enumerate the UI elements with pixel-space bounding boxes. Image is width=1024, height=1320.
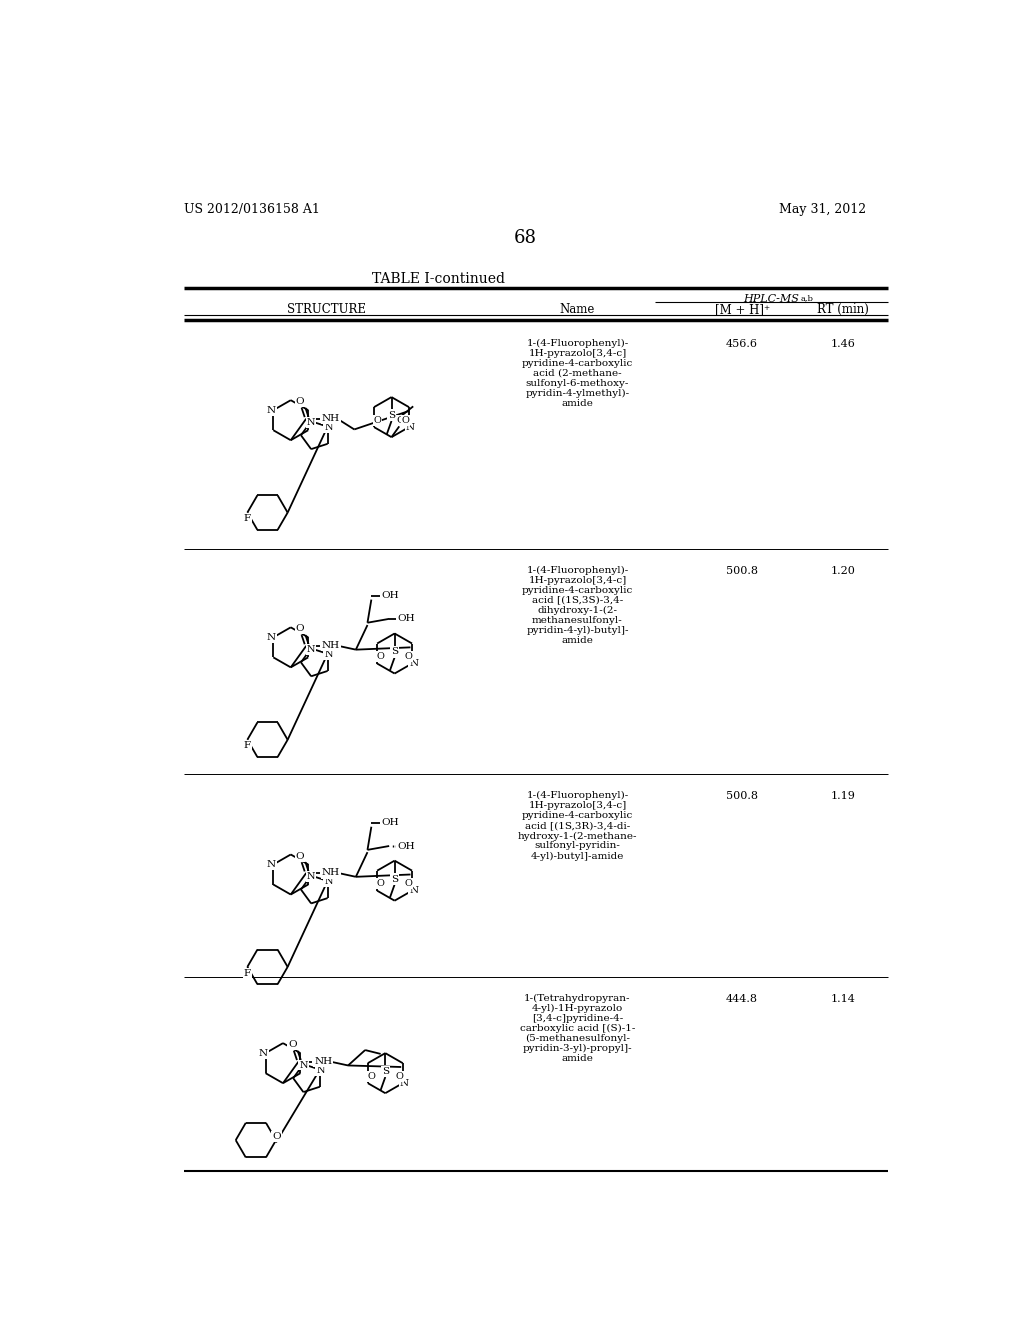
Text: OH: OH — [397, 614, 415, 623]
Text: 4-yl)-butyl]-amide: 4-yl)-butyl]-amide — [530, 851, 625, 861]
Text: Name: Name — [560, 304, 595, 317]
Text: sulfonyl-pyridin-: sulfonyl-pyridin- — [535, 841, 621, 850]
Text: pyridin-4-ylmethyl)-: pyridin-4-ylmethyl)- — [525, 388, 630, 397]
Text: sulfonyl-6-methoxy-: sulfonyl-6-methoxy- — [525, 379, 629, 388]
Text: OH: OH — [381, 591, 398, 601]
Text: N: N — [307, 417, 315, 426]
Text: RT (min): RT (min) — [817, 304, 869, 317]
Text: F: F — [244, 515, 251, 523]
Text: [M + H]⁺: [M + H]⁺ — [715, 304, 770, 317]
Text: carboxylic acid [(S)-1-: carboxylic acid [(S)-1- — [520, 1024, 635, 1034]
Text: S: S — [382, 1067, 389, 1076]
Text: O: O — [396, 416, 406, 425]
Text: N: N — [325, 422, 333, 432]
Text: N: N — [406, 422, 415, 432]
Text: N: N — [409, 659, 418, 668]
Text: N: N — [325, 878, 333, 886]
Text: OH: OH — [397, 842, 415, 850]
Text: TABLE I-continued: TABLE I-continued — [372, 272, 505, 286]
Text: [3,4-c]pyridine-4-: [3,4-c]pyridine-4- — [531, 1014, 624, 1023]
Text: acid [(1S,3R)-3,4-di-: acid [(1S,3R)-3,4-di- — [525, 821, 630, 830]
Text: hydroxy-1-(2-methane-: hydroxy-1-(2-methane- — [518, 832, 637, 841]
Text: O: O — [404, 879, 413, 888]
Text: pyridin-4-yl)-butyl]-: pyridin-4-yl)-butyl]- — [526, 626, 629, 635]
Text: F: F — [244, 969, 251, 978]
Text: US 2012/0136158 A1: US 2012/0136158 A1 — [183, 203, 319, 216]
Text: NH: NH — [322, 642, 340, 651]
Text: 1H-pyrazolo[3,4-c]: 1H-pyrazolo[3,4-c] — [528, 801, 627, 810]
Text: N: N — [299, 1060, 307, 1069]
Text: O: O — [368, 1072, 375, 1081]
Text: a,b: a,b — [801, 294, 814, 302]
Text: pyridine-4-carboxylic: pyridine-4-carboxylic — [522, 359, 633, 367]
Text: S: S — [388, 411, 395, 420]
Text: 1-(4-Fluorophenyl)-: 1-(4-Fluorophenyl)- — [526, 566, 629, 574]
Text: F: F — [244, 742, 251, 750]
Text: 68: 68 — [513, 230, 537, 247]
Text: 1H-pyrazolo[3,4-c]: 1H-pyrazolo[3,4-c] — [528, 576, 627, 585]
Text: HPLC-MS: HPLC-MS — [743, 294, 799, 304]
Text: (5-methanesulfonyl-: (5-methanesulfonyl- — [525, 1034, 630, 1043]
Text: N: N — [307, 644, 315, 653]
Text: acid (2-methane-: acid (2-methane- — [534, 368, 622, 378]
Text: amide: amide — [561, 636, 594, 644]
Text: amide: amide — [561, 399, 594, 408]
Text: NH: NH — [314, 1057, 333, 1067]
Text: N: N — [307, 873, 315, 880]
Text: N: N — [399, 1078, 409, 1088]
Text: 1-(4-Fluorophenyl)-: 1-(4-Fluorophenyl)- — [526, 792, 629, 800]
Text: O: O — [288, 1040, 297, 1049]
Text: 1.19: 1.19 — [830, 792, 855, 801]
Text: pyridin-3-yl)-propyl]-: pyridin-3-yl)-propyl]- — [522, 1044, 632, 1053]
Text: 1.14: 1.14 — [830, 994, 855, 1003]
Text: O: O — [404, 652, 413, 661]
Text: methanesulfonyl-: methanesulfonyl- — [532, 615, 623, 624]
Text: N: N — [316, 1065, 325, 1074]
Text: N: N — [266, 632, 275, 642]
Text: S: S — [391, 875, 398, 883]
Text: 456.6: 456.6 — [726, 339, 758, 348]
Text: 1.20: 1.20 — [830, 566, 855, 576]
Text: 444.8: 444.8 — [726, 994, 758, 1003]
Text: N: N — [266, 861, 275, 869]
Text: 1H-pyrazolo[3,4-c]: 1H-pyrazolo[3,4-c] — [528, 348, 627, 358]
Text: N: N — [325, 649, 333, 659]
Text: O: O — [377, 879, 385, 888]
Text: 1-(Tetrahydropyran-: 1-(Tetrahydropyran- — [524, 994, 631, 1003]
Text: amide: amide — [561, 1053, 594, 1063]
Text: O: O — [395, 1072, 403, 1081]
Text: acid [(1S,3S)-3,4-: acid [(1S,3S)-3,4- — [531, 595, 624, 605]
Text: O: O — [377, 652, 385, 661]
Text: 500.8: 500.8 — [726, 566, 758, 576]
Text: 1.46: 1.46 — [830, 339, 855, 348]
Text: NH: NH — [322, 414, 340, 424]
Text: O: O — [401, 416, 410, 425]
Text: pyridine-4-carboxylic: pyridine-4-carboxylic — [522, 586, 633, 595]
Text: 500.8: 500.8 — [726, 792, 758, 801]
Text: N: N — [409, 886, 418, 895]
Text: NH: NH — [322, 869, 340, 878]
Text: N: N — [266, 405, 275, 414]
Text: STRUCTURE: STRUCTURE — [287, 304, 366, 317]
Text: pyridine-4-carboxylic: pyridine-4-carboxylic — [522, 812, 633, 820]
Text: O: O — [272, 1131, 282, 1140]
Text: O: O — [374, 416, 382, 425]
Text: May 31, 2012: May 31, 2012 — [778, 203, 866, 216]
Text: 4-yl)-1H-pyrazolo: 4-yl)-1H-pyrazolo — [531, 1003, 624, 1012]
Text: dihydroxy-1-(2-: dihydroxy-1-(2- — [538, 606, 617, 615]
Text: O: O — [296, 624, 304, 634]
Text: O: O — [296, 397, 304, 407]
Text: 1-(4-Fluorophenyl)-: 1-(4-Fluorophenyl)- — [526, 339, 629, 347]
Text: OH: OH — [381, 818, 398, 828]
Text: N: N — [259, 1048, 268, 1057]
Text: O: O — [296, 851, 304, 861]
Text: S: S — [391, 648, 398, 656]
